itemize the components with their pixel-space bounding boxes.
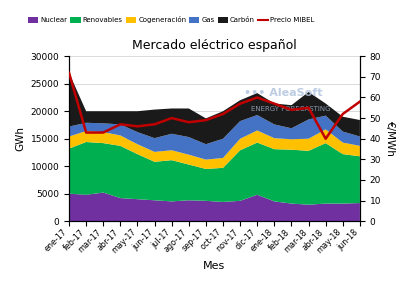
Legend: Nuclear, Renovables, Cogeneración, Gas, Carbón, Precio MIBEL: Nuclear, Renovables, Cogeneración, Gas, … (28, 16, 314, 23)
Title: Mercado eléctrico español: Mercado eléctrico español (132, 39, 296, 52)
Text: ••• AleaSoft: ••• AleaSoft (243, 88, 321, 98)
Text: ENERGY FORECASTING: ENERGY FORECASTING (250, 106, 330, 112)
Y-axis label: €/MWh: €/MWh (384, 121, 394, 157)
Y-axis label: GWh: GWh (15, 126, 25, 151)
X-axis label: Mes: Mes (203, 261, 225, 271)
